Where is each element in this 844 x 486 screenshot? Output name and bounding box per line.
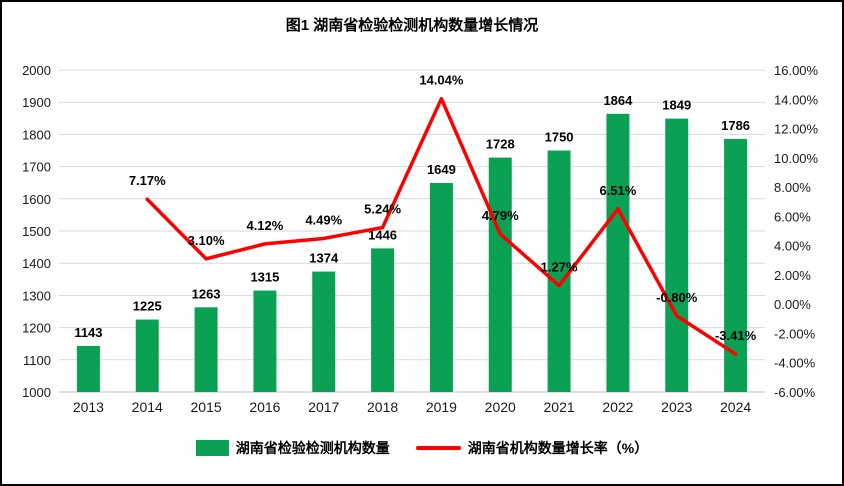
bar-2020: [488, 157, 512, 392]
bar-2015: [194, 307, 218, 392]
legend-item-line: 湖南省机构数量增长率（%）: [415, 438, 649, 458]
x-axis-tick: 2017: [308, 399, 339, 415]
bar-2021: [547, 150, 571, 392]
right-axis-tick: 10.00%: [774, 151, 819, 166]
x-axis-tick: 2021: [544, 399, 575, 415]
legend: 湖南省检验检测机构数量 湖南省机构数量增长率（%）: [2, 438, 842, 458]
left-axis-tick: 1800: [22, 127, 51, 142]
bar-label: 1143: [74, 325, 102, 340]
x-axis-tick: 2022: [602, 399, 633, 415]
growth-rate-line: [145, 96, 738, 356]
bar-2016: [253, 290, 277, 392]
bar-2023: [665, 118, 689, 392]
x-axis-tick: 2016: [249, 399, 280, 415]
bar-2013: [76, 345, 100, 392]
bar-2018: [371, 248, 395, 392]
x-axis-tick: 2014: [132, 399, 163, 415]
x-axis-tick: 2023: [661, 399, 692, 415]
bar-label: 1849: [662, 98, 691, 113]
left-axis-tick: 1100: [23, 353, 51, 368]
left-axis-tick: 1000: [22, 385, 51, 400]
bar-label: 1315: [250, 270, 279, 285]
line-legend-swatch-icon: [415, 446, 461, 450]
bar-label: 1750: [545, 130, 574, 145]
chart-title: 图1 湖南省检验检测机构数量增长情况: [285, 17, 539, 34]
x-axis-tick: 2013: [73, 399, 104, 415]
bar-2017: [312, 271, 336, 392]
left-axis-tick: 1400: [22, 256, 51, 271]
right-axis-tick: 16.00%: [774, 63, 819, 78]
x-axis-tick: 2024: [720, 399, 751, 415]
bar-label: 1263: [192, 286, 221, 301]
right-axis-tick: 4.00%: [774, 239, 811, 254]
line-label: 4.49%: [305, 212, 342, 227]
line-label: 4.79%: [482, 208, 519, 223]
bar-legend-swatch-icon: [195, 440, 229, 456]
left-axis-tick: 1300: [22, 288, 51, 303]
line-label: 6.51%: [599, 183, 636, 198]
right-axis-tick: 14.00%: [774, 92, 819, 107]
line-label: -3.41%: [715, 328, 757, 343]
left-axis-tick: 1200: [22, 321, 51, 336]
right-axis-tick: 0.00%: [774, 297, 811, 312]
right-axis-tick: 8.00%: [774, 180, 811, 195]
x-axis-tick: 2015: [191, 399, 222, 415]
line-label: 7.17%: [129, 173, 166, 188]
bar-label: 1225: [133, 299, 162, 314]
left-axis-tick: 1600: [22, 192, 51, 207]
left-axis-tick: 2000: [22, 63, 51, 78]
line-label: 14.04%: [419, 73, 464, 88]
x-axis-tick: 2020: [485, 399, 516, 415]
bar-label: 1446: [368, 227, 397, 242]
legend-item-bars: 湖南省检验检测机构数量: [195, 438, 390, 458]
right-axis-tick: -6.00%: [774, 385, 816, 400]
legend-label-bars: 湖南省检验检测机构数量: [235, 440, 390, 456]
bar-2022: [606, 113, 630, 393]
left-axis-tick: 1700: [22, 160, 51, 175]
x-axis-tick: 2019: [426, 399, 457, 415]
bar-2024: [724, 138, 748, 392]
bar-2019: [429, 183, 453, 392]
line-label: 4.12%: [246, 218, 283, 233]
right-axis-tick: 2.00%: [774, 268, 811, 283]
bar-2014: [135, 319, 159, 392]
bar-label: 1864: [603, 93, 633, 108]
line-label: 3.10%: [188, 233, 225, 248]
left-axis-tick: 1900: [22, 95, 51, 110]
x-axis-tick: 2018: [367, 399, 398, 415]
line-label: 1.27%: [541, 260, 578, 275]
bar-label: 1728: [486, 137, 515, 152]
left-axis-tick: 1500: [22, 224, 51, 239]
right-axis-tick: -4.00%: [774, 356, 816, 371]
right-axis-tick: -2.00%: [774, 326, 816, 341]
line-label: -0.80%: [656, 290, 698, 305]
right-axis-tick: 12.00%: [774, 122, 819, 137]
legend-label-line: 湖南省机构数量增长率（%）: [467, 440, 649, 456]
right-axis-tick: 6.00%: [774, 209, 811, 224]
bar-label: 1786: [721, 118, 750, 133]
bar-label: 1374: [309, 251, 339, 266]
line-label: 5.24%: [364, 201, 401, 216]
bar-label: 1649: [427, 162, 456, 177]
